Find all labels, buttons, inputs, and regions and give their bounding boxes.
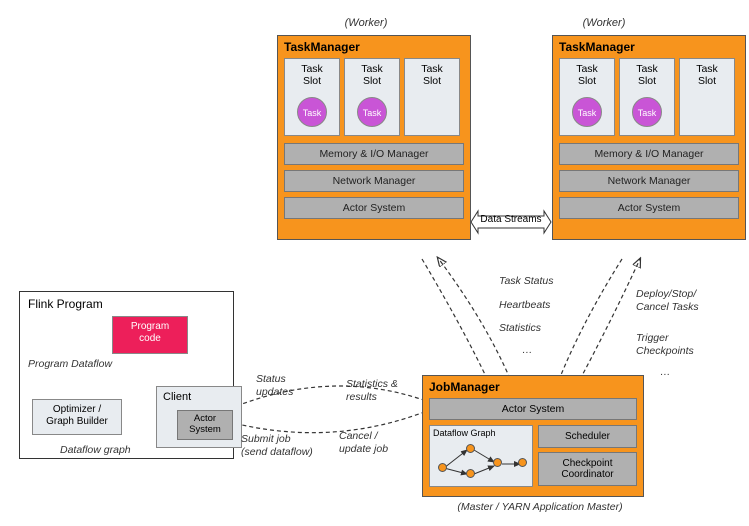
submit-job-label: Submit job (send dataflow) — [241, 433, 313, 458]
slot-label: Task Slot — [636, 63, 658, 87]
task-slot: Task Slot Task — [344, 58, 400, 136]
stats-results-label: Statistics & results — [346, 378, 398, 403]
statistics-label: Statistics — [499, 322, 541, 335]
slot-label: Task Slot — [576, 63, 598, 87]
tm2-slots: Task Slot Task Task Slot Task Task Slot — [553, 56, 745, 138]
ellipsis2-label: … — [660, 366, 671, 379]
client-box: Client Actor System — [156, 386, 242, 448]
trigger-label: Trigger Checkpoints — [636, 332, 694, 357]
dfg-edges — [430, 426, 532, 486]
task-slot: Task Slot Task — [619, 58, 675, 136]
slot-label: Task Slot — [361, 63, 383, 87]
slot-label: Task Slot — [421, 63, 443, 87]
client-actor-box: Actor System — [177, 410, 233, 440]
task-slot: Task Slot Task — [284, 58, 340, 136]
flink-title: Flink Program — [20, 292, 233, 311]
memory-io-bar: Memory & I/O Manager — [559, 143, 739, 165]
dataflow-graph-box: Dataflow Graph — [429, 425, 533, 487]
optimizer-box: Optimizer / Graph Builder — [32, 399, 122, 435]
task-circle: Task — [632, 97, 662, 127]
deploy-label: Deploy/Stop/ Cancel Tasks — [636, 288, 699, 313]
actor-bar: Actor System — [559, 197, 739, 219]
dfg-node — [438, 463, 447, 472]
slot-label: Task Slot — [301, 63, 323, 87]
worker-label-2: (Worker) — [564, 17, 644, 29]
dfg-node — [518, 458, 527, 467]
tm1-title: TaskManager — [278, 36, 470, 56]
tm2-title: TaskManager — [553, 36, 745, 56]
ellipsis1-label: … — [522, 344, 533, 357]
tm1-slots: Task Slot Task Task Slot Task Task Slot — [278, 56, 470, 138]
heartbeats-label: Heartbeats — [499, 299, 550, 312]
client-title: Client — [163, 391, 191, 403]
checkpoint-box: Checkpoint Coordinator — [538, 452, 637, 486]
program-dataflow-label: Program Dataflow — [28, 358, 112, 371]
worker-label-1: (Worker) — [326, 17, 406, 29]
cancel-update-label: Cancel / update job — [339, 430, 388, 455]
task-slot: Task Slot — [404, 58, 460, 136]
status-updates-label: Status updates — [256, 373, 293, 398]
flink-program-box: Flink Program Program code Optimizer / G… — [19, 291, 234, 459]
dfg-node — [466, 444, 475, 453]
dataflow-graph-label: Dataflow graph — [60, 444, 131, 457]
dfg-node — [466, 469, 475, 478]
program-code-box: Program code — [112, 316, 188, 354]
dfg-node — [493, 458, 502, 467]
task-status-label: Task Status — [499, 275, 553, 288]
memory-io-bar: Memory & I/O Manager — [284, 143, 464, 165]
master-label: (Master / YARN Application Master) — [440, 501, 640, 514]
jobmanager-box: JobManager Actor System Dataflow Graph S… — [422, 375, 644, 497]
taskmanager-1: TaskManager Task Slot Task Task Slot Tas… — [277, 35, 471, 240]
slot-label: Task Slot — [696, 63, 718, 87]
task-circle: Task — [572, 97, 602, 127]
scheduler-box: Scheduler — [538, 425, 637, 448]
task-circle: Task — [357, 97, 387, 127]
jm-title: JobManager — [423, 376, 643, 398]
task-slot: Task Slot — [679, 58, 735, 136]
task-circle: Task — [297, 97, 327, 127]
network-bar: Network Manager — [559, 170, 739, 192]
data-streams-label: Data Streams — [479, 214, 543, 225]
taskmanager-2: TaskManager Task Slot Task Task Slot Tas… — [552, 35, 746, 240]
task-slot: Task Slot Task — [559, 58, 615, 136]
network-bar: Network Manager — [284, 170, 464, 192]
jm-actor-bar: Actor System — [429, 398, 637, 420]
actor-bar: Actor System — [284, 197, 464, 219]
